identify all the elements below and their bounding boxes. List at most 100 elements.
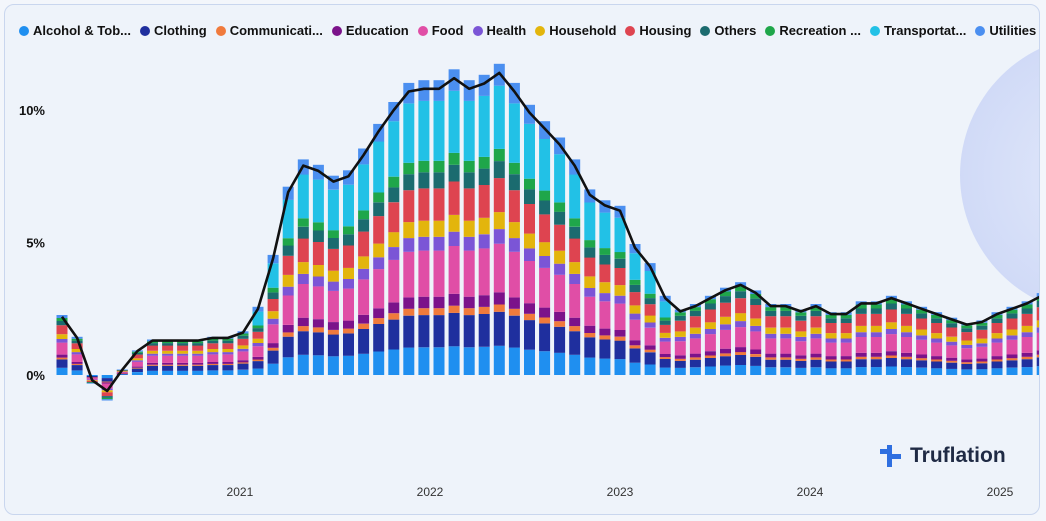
bar-segment-alcohol [704,366,716,375]
bar-segment-alcohol [689,367,701,375]
bar-segment-transportation [508,103,520,163]
bar-segment-communication [599,335,611,340]
bar-segment-housing [825,323,837,334]
bar-segment-communication [101,381,113,383]
bar-segment-household [448,215,460,232]
bar-segment-food [358,279,370,315]
bar-segment-housing [599,264,611,283]
bar-segment-clothing [750,356,762,366]
legend-item-communication[interactable]: Communicati... [215,23,323,38]
legend-item-education[interactable]: Education [331,23,409,38]
bar-segment-others [916,313,928,319]
legend-item-others[interactable]: Others [700,23,756,38]
bar-segment-transportation [463,100,475,161]
legend-item-clothing[interactable]: Clothing [139,23,207,38]
legend-item-recreation[interactable]: Recreation ... [765,23,861,38]
bar-segment-clothing [840,361,852,369]
bar-segment-alcohol [71,370,83,375]
bar-segment-health [614,295,626,304]
bar-segment-recreation [659,317,671,321]
legend-item-utilities[interactable]: Utilities [975,23,1036,38]
bar-segment-alcohol [1006,367,1018,375]
bar-segment-household [252,338,264,343]
bar-segment-health [252,343,264,347]
bar-segment-transportation [478,95,490,157]
bar-segment-health [237,348,249,352]
bar-segment-housing [961,332,973,341]
bar-segment-food [735,327,747,348]
bar-segment-communication [569,326,581,332]
bar-segment-communication [524,313,535,321]
bar-segment-communication [388,313,400,320]
bar-segment-household [825,333,837,339]
bar-segment-clothing [162,365,174,371]
bar-segment-food [870,337,882,353]
legend-swatch-housing [625,25,636,36]
bar-segment-communication [674,358,686,361]
bar-segment-food [554,274,566,312]
bar-segment-alcohol [991,368,1003,375]
bar-segment-household [870,325,882,333]
bar-segment-household [418,220,430,237]
bar-segment-clothing [508,315,520,348]
legend-item-household[interactable]: Household [535,23,616,38]
bar-segment-clothing [192,365,204,371]
bar-segment-recreation [56,318,68,321]
bar-segment-housing [433,188,445,221]
legend-item-housing[interactable]: Housing [625,23,691,38]
bar-segment-others [508,174,520,191]
bar-segment-food [463,250,475,297]
legend-item-food[interactable]: Food [417,23,464,38]
bar-segment-others [976,325,988,330]
bar-segment-housing [177,345,189,351]
bar-segment-recreation [207,338,219,341]
bar-segment-others [644,298,656,305]
bar-segment-education [493,292,505,305]
legend-item-alcohol[interactable]: Alcohol & Tob... [19,23,131,38]
bar-segment-clothing [297,331,309,355]
bar-segment-recreation [554,202,566,212]
bar-segment-others [267,292,279,299]
legend-swatch-others [700,25,711,36]
bar-segment-health [810,333,822,339]
legend-swatch-clothing [139,25,150,36]
bar-segment-education [1006,354,1018,359]
bar-segment-alcohol [569,354,581,375]
bar-segment-food [659,341,671,354]
bar-segment-alcohol [343,355,354,375]
bar-segment-clothing [780,359,792,368]
bar-segment-education [448,293,460,306]
bar-segment-education [478,295,490,307]
bar-segment-education [855,352,867,357]
bar-segment-education [810,353,822,358]
bar-segment-others [795,315,807,321]
bar-segment-others [1021,308,1033,314]
legend-swatch-education [331,25,342,36]
bar-segment-transportation [267,263,279,288]
bar-segment-education [584,325,596,333]
legend-item-health[interactable]: Health [472,23,526,38]
bar-segment-housing [343,245,354,268]
bar-segment-food [448,246,460,294]
bar-segment-food [207,354,219,362]
bar-segment-housing [508,190,520,223]
legend-swatch-utilities [975,25,986,36]
bar-segment-household [1036,320,1039,328]
bar-segment-communication [659,357,671,359]
bar-segment-others [147,343,158,346]
bar-segment-communication [870,356,882,360]
bar-segment-alcohol [222,370,234,375]
bar-segment-communication [131,367,143,369]
bar-segment-food [961,348,973,360]
bar-segment-education [629,340,641,346]
bar-segment-alcohol [976,369,988,375]
bar-segment-household [976,338,988,344]
bar-segment-housing [720,302,731,317]
bar-segment-alcohol [131,372,143,375]
bar-segment-others [327,238,339,249]
bar-segment-recreation [689,307,701,311]
legend-item-transportation[interactable]: Transportat... [869,23,966,38]
bar-segment-recreation [765,307,777,311]
bar-segment-clothing [207,365,219,371]
bar-segment-food [508,251,520,298]
